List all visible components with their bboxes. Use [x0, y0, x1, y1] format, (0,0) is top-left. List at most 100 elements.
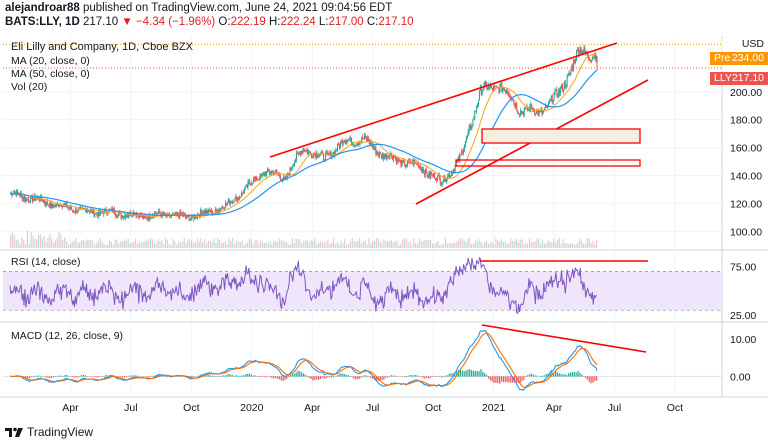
- candle-body: [406, 165, 408, 166]
- candle-body: [188, 216, 190, 221]
- macd-histogram-bar: [459, 370, 462, 377]
- candle-body: [277, 173, 279, 175]
- macd-histogram-bar: [148, 376, 150, 378]
- chart-canvas[interactable]: 100.00 120.00 140.00 160.00 180.00 200.00 Apr J…: [0, 30, 768, 420]
- volume-bar: [252, 244, 254, 248]
- volume-bar: [226, 244, 228, 248]
- macd-histogram-bar: [381, 376, 383, 381]
- candle-body: [453, 169, 455, 171]
- candle-body: [337, 143, 339, 151]
- volume-bar: [538, 238, 540, 248]
- volume-bar: [467, 238, 469, 248]
- time-tick-label: Oct: [183, 402, 199, 414]
- volume-bar: [303, 241, 305, 248]
- macd-histogram-bar: [512, 376, 514, 383]
- volume-bar: [482, 244, 484, 248]
- volume-bar: [271, 244, 273, 248]
- candle-body: [96, 212, 98, 214]
- candle-body: [94, 213, 96, 216]
- macd-histogram-bar: [596, 376, 598, 381]
- volume-bar: [133, 242, 135, 248]
- volume-bar: [228, 238, 230, 248]
- sym-value: 217.10: [731, 72, 765, 84]
- candle-body: [564, 82, 566, 88]
- macd-histogram-bar: [472, 370, 475, 377]
- candle-body: [275, 170, 277, 172]
- volume-bar: [43, 235, 45, 248]
- macd-histogram-bar: [439, 375, 441, 377]
- volume-bar: [69, 244, 71, 248]
- rsi-tick-label: 25.00: [730, 310, 756, 322]
- candle-body: [438, 175, 440, 178]
- candle-body: [23, 197, 25, 200]
- candle-body: [540, 110, 542, 112]
- candle-body: [351, 137, 353, 146]
- candle-body: [37, 197, 39, 199]
- candle-body: [22, 197, 24, 200]
- macd-histogram-bar: [569, 372, 572, 377]
- macd-histogram-bar: [289, 375, 292, 377]
- volume-bar: [79, 242, 81, 248]
- candle-body: [224, 207, 226, 209]
- candle-body: [241, 192, 243, 194]
- macd-histogram-bar: [573, 371, 575, 377]
- candle-body: [550, 95, 552, 100]
- macd-histogram-bar: [301, 372, 303, 377]
- candle-body: [439, 177, 441, 184]
- volume-bar: [297, 239, 299, 248]
- tradingview-logo[interactable]: TradingView: [5, 425, 93, 439]
- candle-body: [146, 218, 148, 219]
- candle-body: [446, 179, 448, 182]
- volume-bar: [310, 240, 312, 248]
- candle-body: [30, 196, 32, 203]
- candle-body: [227, 199, 229, 203]
- volume-bar: [286, 242, 288, 248]
- candle-body: [562, 89, 564, 92]
- macd-histogram-bar: [49, 376, 51, 379]
- candle-body: [581, 52, 583, 54]
- volume-bar: [521, 239, 523, 248]
- candle-body: [229, 201, 231, 204]
- macd-histogram-bar: [504, 376, 506, 383]
- candle-body: [249, 181, 251, 184]
- volume-bar: [556, 239, 559, 248]
- candle-body: [191, 215, 193, 219]
- candle-body: [465, 136, 467, 142]
- candle-body: [296, 153, 298, 160]
- candle-body: [349, 139, 351, 141]
- macd-legend: MACD (12, 26, close, 9): [11, 330, 124, 342]
- rsi-legend: RSI (14, close): [11, 256, 81, 268]
- candle-body: [297, 152, 299, 154]
- volume-bar: [90, 239, 92, 248]
- volume-bar: [484, 242, 486, 248]
- candle-body: [521, 111, 523, 114]
- candle-body: [399, 160, 401, 162]
- candle-body: [570, 70, 572, 74]
- volume-bar: [383, 239, 385, 248]
- candle-body: [531, 104, 533, 108]
- candle-body: [574, 59, 576, 63]
- volume-bar: [54, 240, 56, 248]
- macd-histogram-bar: [525, 376, 527, 377]
- macd-histogram-bar: [77, 376, 79, 378]
- volume-bar: [517, 242, 519, 248]
- candle-body: [272, 171, 274, 175]
- macd-histogram-bar: [359, 376, 361, 379]
- volume-bar: [131, 242, 133, 248]
- candle-body: [185, 216, 187, 218]
- volume-bar: [407, 242, 409, 248]
- candle-body: [102, 212, 104, 215]
- candle-body: [377, 152, 379, 154]
- candle-body: [87, 210, 89, 212]
- candle-body: [118, 213, 120, 215]
- macd-histogram-bar: [248, 373, 251, 377]
- price-tick-label: 120.00: [730, 198, 762, 210]
- candle-body: [376, 152, 378, 155]
- volume-bar: [194, 242, 196, 248]
- candle-body: [431, 173, 433, 175]
- candle-body: [394, 157, 396, 159]
- macd-histogram-bar: [211, 375, 213, 377]
- candle-body: [569, 72, 571, 74]
- candle-body: [42, 199, 44, 202]
- macd-histogram-bar: [465, 370, 467, 377]
